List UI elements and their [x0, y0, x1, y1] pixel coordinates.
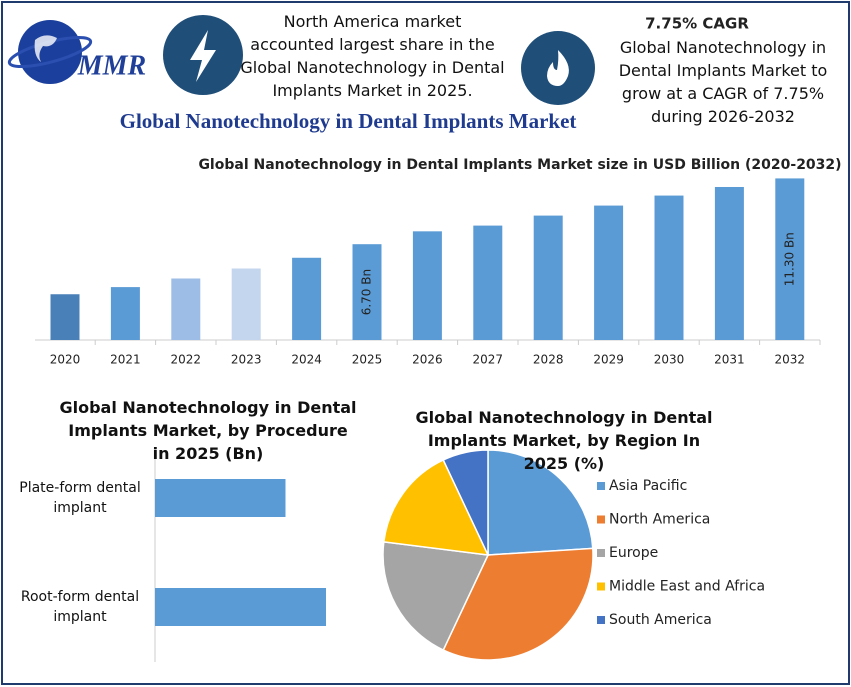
x-tick-label: 2024: [291, 353, 322, 367]
legend-swatch: [597, 515, 605, 524]
bar: [292, 257, 322, 340]
bar: [352, 244, 382, 340]
data-label: 11.30 Bn: [782, 232, 796, 286]
legend-swatch: [597, 582, 605, 591]
category-label: Root-form dental implant: [20, 589, 140, 625]
x-tick-label: 2031: [714, 353, 745, 367]
bar: [594, 205, 624, 340]
x-tick-label: 2023: [231, 353, 262, 367]
bar: [473, 225, 503, 340]
main-title: Global Nanotechnology in Dental Implants…: [120, 109, 577, 133]
legend-label: North America: [609, 512, 710, 528]
bar: [231, 268, 261, 340]
pie-slice: [442, 449, 489, 556]
pie-slice: [382, 541, 490, 652]
logo-text: MMR: [77, 50, 146, 81]
legend-swatch: [597, 616, 605, 624]
bar: [155, 588, 326, 626]
legend-label: Asia Pacific: [609, 478, 687, 494]
pie-slice: [442, 547, 594, 661]
bar: [155, 479, 286, 517]
logo: MMR: [7, 20, 146, 84]
chart-title: Global Nanotechnology in Dental Implants…: [415, 408, 713, 473]
bar: [533, 215, 563, 340]
bar: [50, 294, 80, 340]
chart-title: Global Nanotechnology in Dental Implants…: [59, 398, 357, 463]
legend-swatch: [597, 549, 605, 557]
x-tick-label: 2027: [473, 353, 504, 367]
cagr-title: 7.75% CAGR: [645, 15, 749, 33]
bar: [110, 287, 140, 340]
lightning-icon: [163, 15, 243, 95]
legend-swatch: [597, 482, 605, 490]
cagr-text: Global Nanotechnology in Dental Implants…: [618, 38, 828, 126]
x-tick-label: 2021: [110, 353, 141, 367]
data-label: 6.70 Bn: [360, 269, 374, 315]
bar: [654, 195, 684, 340]
pie-slice: [382, 458, 490, 556]
chart-title: Global Nanotechnology in Dental Implants…: [198, 157, 841, 173]
x-tick-label: 2026: [412, 353, 443, 367]
bar: [775, 178, 805, 340]
legend-label: Europe: [609, 545, 658, 561]
fact-text: North America market accounted largest s…: [240, 12, 505, 100]
pie-slice: [487, 449, 594, 556]
legend-label: Middle East and Africa: [609, 579, 765, 595]
x-tick-label: 2020: [50, 353, 81, 367]
category-label: Plate-form dental implant: [19, 480, 141, 516]
bar: [714, 186, 744, 340]
x-tick-label: 2028: [533, 353, 564, 367]
bar: [412, 231, 442, 340]
flame-icon: [521, 31, 595, 105]
x-tick-label: 2022: [171, 353, 202, 367]
x-tick-label: 2025: [352, 353, 383, 367]
x-tick-label: 2030: [654, 353, 685, 367]
bar: [171, 278, 201, 340]
x-tick-label: 2032: [775, 353, 806, 367]
x-tick-label: 2029: [593, 353, 624, 367]
legend-label: South America: [609, 612, 712, 628]
